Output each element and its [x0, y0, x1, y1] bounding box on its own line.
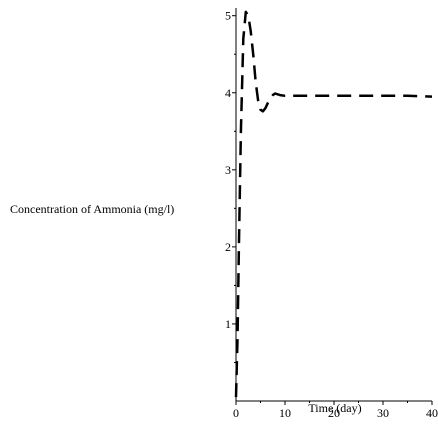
y-tick-label: 4 [225, 86, 231, 100]
x-tick-label: 10 [279, 406, 291, 420]
x-tick-label: 30 [377, 406, 389, 420]
ticks: 1 2 3 4 5 0 10 20 30 40 [225, 9, 438, 420]
y-axis-title: Concentration of Ammonia (mg/l) [10, 202, 174, 216]
x-tick-label: 0 [233, 406, 239, 420]
y-tick-label: 1 [225, 317, 231, 331]
series [234, 10, 433, 398]
y-tick-label: 5 [225, 9, 231, 23]
y-tick-label: 2 [225, 240, 231, 254]
x-tick-label: 40 [426, 406, 438, 420]
y-tick-label: 3 [225, 163, 231, 177]
x-axis-title: Time (day) [308, 401, 361, 415]
x-tick-label: 20 [328, 406, 340, 420]
axes [235, 8, 432, 402]
ammonia-concentration-line [234, 10, 433, 398]
